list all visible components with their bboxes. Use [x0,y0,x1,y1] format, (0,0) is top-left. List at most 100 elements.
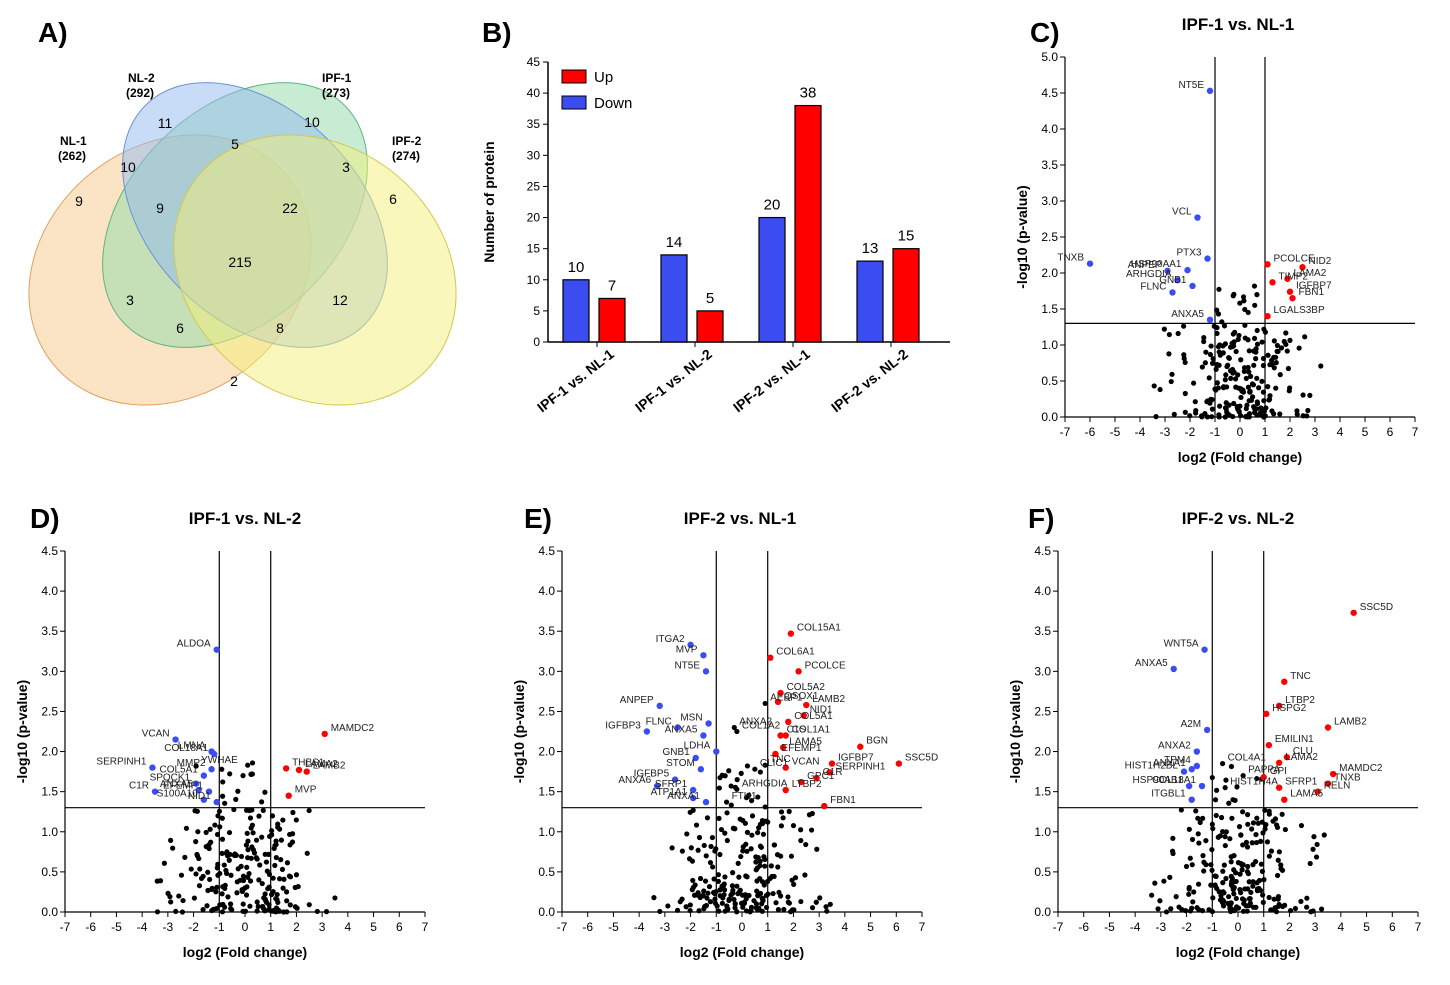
ns-point [304,850,310,856]
ns-point [1266,894,1272,901]
gene-label: TPM4 [1164,755,1191,766]
ns-point [1206,375,1212,381]
sig-point-up [782,764,789,771]
ns-point [1220,880,1226,886]
ns-point [700,893,706,899]
gene-label: ARHGDIA [1126,269,1172,280]
ns-point [689,858,696,864]
ns-point [1266,397,1272,403]
ns-point [1260,830,1266,836]
sig-point-down [192,780,200,787]
ns-point [755,829,761,836]
ns-point [194,853,201,859]
ns-point [1248,373,1254,379]
ns-point [1238,394,1244,401]
gene-label: NT5E [1178,80,1204,91]
ns-point [1222,377,1228,383]
ns-point [1236,824,1243,830]
ns-point [696,908,702,914]
ns-point [747,909,753,915]
x-tick-label: -2 [188,920,199,934]
gene-label: SSC5D [905,753,938,764]
y-tick-label: 35 [527,117,541,131]
sig-point-up [787,630,795,637]
ns-point [749,813,756,819]
ns-point [1260,355,1267,362]
x-tick-label: IPF-2 vs. NL-1 [730,346,813,416]
ns-point [182,854,188,860]
x-tick-label: 1 [267,920,274,934]
ns-point [1157,898,1163,904]
ns-point [1182,359,1188,366]
ns-point [722,874,728,880]
ns-point [1267,393,1273,399]
ns-point [728,892,734,898]
ns-point [1307,860,1313,867]
bar-up [794,104,822,343]
ns-point [332,895,338,901]
ns-point [1214,325,1220,331]
gene-label: QSOX1 [784,691,819,702]
ns-point [780,815,786,821]
sig-point-up [813,774,820,782]
ns-point [250,847,256,853]
ns-point [1279,811,1285,817]
ns-point [220,901,226,908]
gene-label: TIMP2 [1279,271,1309,282]
ns-point [1281,338,1287,345]
ns-point [210,907,216,913]
ns-point [1311,834,1317,840]
gene-label: LAMA2 [1285,752,1318,763]
gene-label: MAMDC2 [1339,763,1383,774]
ns-point [1183,863,1190,870]
ns-point [1216,349,1222,355]
ns-point [219,836,226,842]
ns-point [1261,877,1267,883]
ns-point [1231,339,1237,345]
y-tick-label: 1.0 [1034,825,1051,839]
sig-point-up [1275,759,1283,766]
gene-label: HIST1H2BL [1125,761,1179,772]
venn-count-nl1: (262) [58,149,86,163]
ns-point [809,905,816,911]
ns-point [701,888,707,894]
ns-point [1259,378,1265,384]
y-tick-label: 3.5 [538,624,555,638]
ns-point [1254,399,1260,405]
ns-point [798,837,804,844]
sig-point-up [785,718,792,726]
ns-point [1304,904,1310,910]
x-tick-label: 7 [1412,425,1419,439]
panel-label-a: A) [38,17,68,48]
sig-point-down [671,776,679,783]
ns-point [265,851,272,857]
gene-label: NID2 [1309,256,1332,267]
gene-label: THBS1 [292,757,325,768]
ns-point [245,847,251,853]
x-tick-label: -4 [1130,920,1141,934]
ns-point [1240,908,1247,914]
ns-point [724,903,730,909]
gene-label: YWHAE [201,755,238,766]
bar-up [696,310,724,343]
x-tick-label: 6 [1389,920,1396,934]
ns-point [785,894,791,900]
ns-point [1223,372,1229,378]
ns-point [289,839,296,845]
ns-point [306,902,312,908]
y-tick-label: 3.0 [538,664,555,678]
ns-point [205,869,211,875]
ns-point [204,903,210,909]
ns-point [1201,338,1207,345]
ns-point [803,841,809,848]
x-tick-label: 2 [1286,920,1293,934]
sig-point-down [1164,267,1171,275]
gene-label: COL18A1 [164,743,208,754]
ns-point [270,888,276,895]
sig-point-down [1170,665,1177,673]
ns-point [1227,836,1233,842]
ns-point [266,902,272,908]
x-tick-label: -3 [660,920,671,934]
ns-point [1275,903,1281,910]
ns-point [219,891,225,897]
